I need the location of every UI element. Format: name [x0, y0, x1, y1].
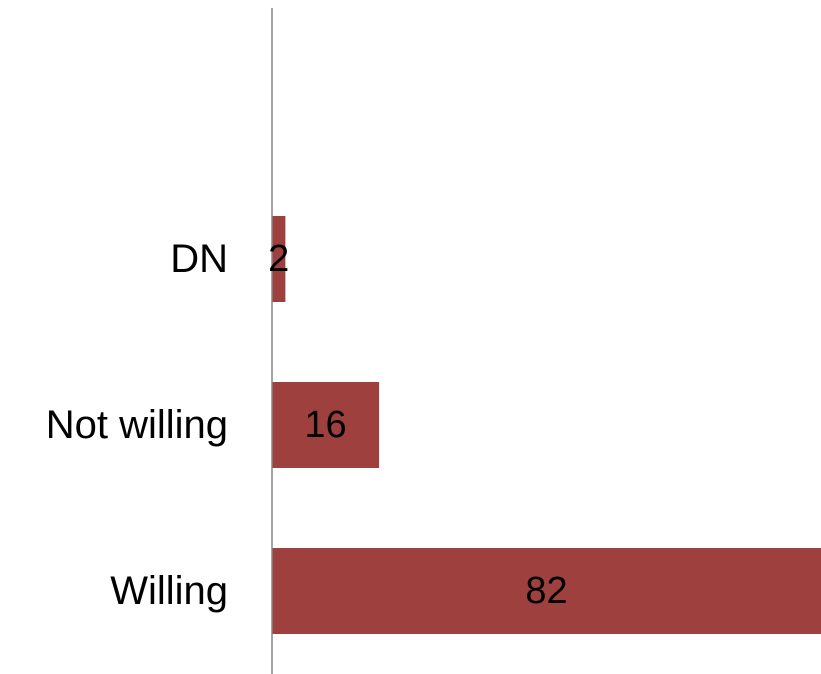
- category-label-not-willing: Not willing: [46, 403, 228, 447]
- bar-dn: [272, 216, 286, 302]
- labels-layer: Willing 82 Not willing 16 DN 2: [46, 237, 568, 613]
- bar-willing: [272, 548, 821, 634]
- data-label-willing: 82: [525, 570, 567, 612]
- category-label-willing: Willing: [110, 569, 228, 613]
- data-label-not-willing: 16: [304, 404, 346, 446]
- category-label-dn: DN: [170, 237, 228, 281]
- data-label-dn: 2: [268, 238, 289, 280]
- bar-not-willing: [272, 382, 380, 468]
- bars-layer: [272, 216, 821, 634]
